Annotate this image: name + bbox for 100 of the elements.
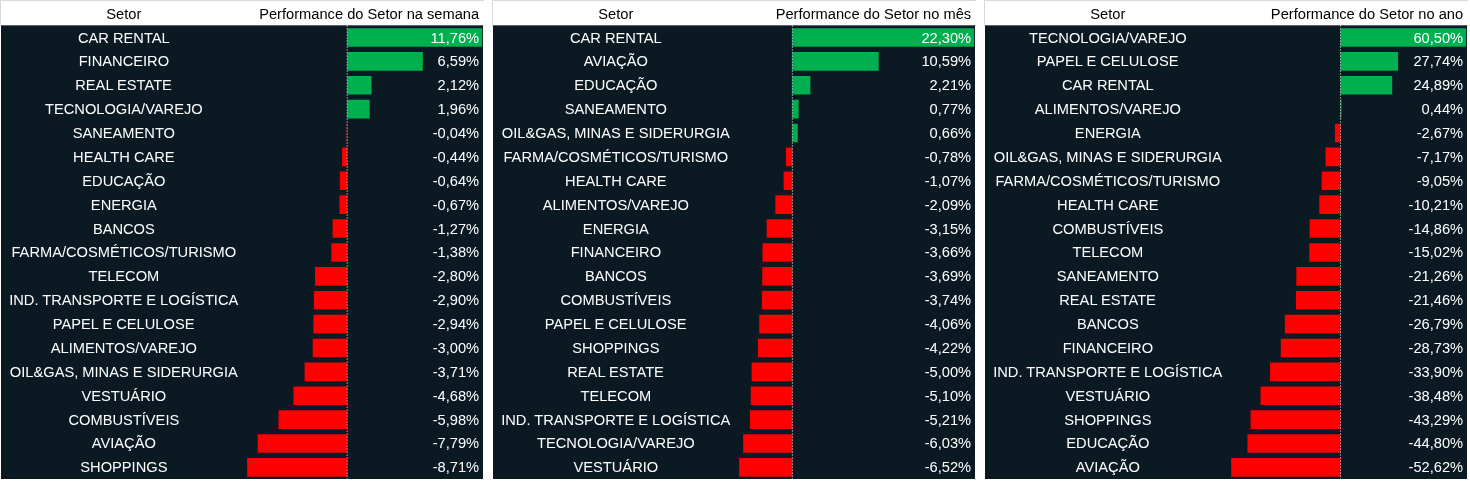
bar	[1270, 362, 1341, 382]
y-tick-label: AVIAÇÃO	[91, 435, 156, 452]
bar	[347, 75, 372, 95]
bar	[313, 314, 348, 334]
data-label: -4,68%	[432, 387, 480, 404]
bar	[792, 123, 798, 143]
y-tick-label: ALIMENTOS/VAREJO	[1034, 101, 1181, 118]
bar	[749, 410, 793, 429]
data-label: -44,80%	[1408, 435, 1464, 452]
y-tick-label: FINANCEIRO	[1062, 339, 1154, 356]
chart-title: Performance do Setor no mês	[775, 5, 972, 22]
bar	[339, 171, 348, 191]
bar	[312, 338, 348, 358]
bar	[762, 243, 793, 262]
data-label: 1,96%	[437, 101, 480, 118]
data-label: -4,06%	[924, 316, 972, 333]
bar	[743, 434, 793, 453]
data-label: -9,05%	[1416, 172, 1464, 189]
y-tick-label: IND. TRANSPORTE E LOGÍSTICA	[501, 411, 731, 428]
y-tick-label: ENERGIA	[90, 196, 158, 213]
y-tick-label: TELECOM	[88, 268, 160, 285]
data-label: -2,90%	[432, 292, 480, 309]
data-label: -52,62%	[1408, 459, 1464, 476]
data-label: -28,73%	[1408, 339, 1464, 356]
bar	[1321, 171, 1341, 191]
y-tick-label: BANCOS	[92, 220, 156, 237]
bar	[1280, 338, 1341, 358]
y-tick-label: SANEAMENTO	[564, 101, 668, 118]
bar	[1250, 410, 1341, 429]
y-tick-label: CAR RENTAL	[1061, 77, 1154, 94]
data-label: -2,09%	[924, 196, 972, 213]
bar	[766, 219, 793, 238]
y-tick-label: REAL ESTATE	[75, 77, 173, 94]
data-label: 22,30%	[921, 29, 972, 46]
data-label: -21,46%	[1408, 292, 1464, 309]
bar	[750, 386, 793, 406]
y-tick-label: TELECOM	[580, 387, 652, 404]
bar	[347, 52, 423, 71]
y-tick-label: VESTUÁRIO	[573, 459, 659, 476]
bar	[792, 75, 811, 95]
y-tick-label: EDUCAÇÃO	[574, 77, 658, 94]
y-tick-label: FARMA/COSMÉTICOS/TURISMO	[11, 244, 237, 261]
y-tick-label: EDUCAÇÃO	[82, 172, 166, 189]
bar	[757, 338, 793, 358]
bar	[1247, 434, 1341, 453]
bar	[257, 434, 348, 453]
bar	[1340, 52, 1399, 71]
y-tick-label: CAR RENTAL	[569, 29, 662, 46]
data-label: -5,21%	[924, 411, 972, 428]
bar	[1340, 75, 1393, 95]
data-label: -2,80%	[432, 268, 480, 285]
data-label: -4,22%	[924, 339, 972, 356]
data-label: -0,64%	[432, 172, 480, 189]
data-label: -0,67%	[432, 196, 480, 213]
data-label: -3,69%	[924, 268, 972, 285]
data-label: -2,67%	[1416, 125, 1464, 142]
bar	[247, 458, 348, 477]
data-label: 0,44%	[1421, 101, 1464, 118]
y-tick-label: AVIAÇÃO	[583, 53, 648, 70]
bar	[347, 28, 483, 47]
data-label: -3,15%	[924, 220, 972, 237]
bar	[761, 290, 793, 310]
y-tick-label: BANCOS	[1076, 316, 1140, 333]
bar	[775, 195, 793, 214]
data-label: -3,74%	[924, 292, 972, 309]
bar	[342, 147, 348, 167]
data-label: 2,21%	[929, 77, 972, 94]
y-tick-label: REAL ESTATE	[567, 363, 665, 380]
bar	[1231, 458, 1341, 477]
y-tick-label: ALIMENTOS/VAREJO	[542, 196, 689, 213]
data-label: -5,98%	[432, 411, 480, 428]
data-label: -5,10%	[924, 387, 972, 404]
y-tick-label: EDUCAÇÃO	[1066, 435, 1150, 452]
bar	[762, 267, 793, 286]
y-tick-label: ENERGIA	[582, 220, 650, 237]
data-label: -33,90%	[1408, 363, 1464, 380]
data-label: -7,17%	[1416, 148, 1464, 165]
y-tick-label: PAPEL E CELULOSE	[52, 316, 195, 333]
y-tick-label: TECNOLOGIA/VAREJO	[536, 435, 695, 452]
bar	[759, 314, 793, 334]
y-tick-label: SANEAMENTO	[72, 125, 176, 142]
data-label: -6,52%	[924, 459, 972, 476]
data-label: -8,71%	[432, 459, 480, 476]
y-tick-label: COMBUSTÍVEIS	[560, 292, 672, 309]
y-tick-label: COMBUSTÍVEIS	[68, 411, 180, 428]
y-tick-label: SANEAMENTO	[1056, 268, 1160, 285]
y-tick-label: SHOPPINGS	[80, 459, 168, 476]
bar	[1296, 267, 1341, 286]
y-tick-label: AVIAÇÃO	[1075, 459, 1140, 476]
data-label: 27,74%	[1413, 53, 1464, 70]
data-label: -14,86%	[1408, 220, 1464, 237]
bar	[1309, 219, 1341, 238]
data-label: -6,03%	[924, 435, 972, 452]
bar	[792, 52, 879, 71]
data-label: -10,21%	[1408, 196, 1464, 213]
data-label: -2,94%	[432, 316, 480, 333]
data-label: 24,89%	[1413, 77, 1464, 94]
y-tick-label: FINANCEIRO	[570, 244, 662, 261]
data-label: 11,76%	[430, 29, 480, 46]
bar	[1319, 195, 1341, 214]
